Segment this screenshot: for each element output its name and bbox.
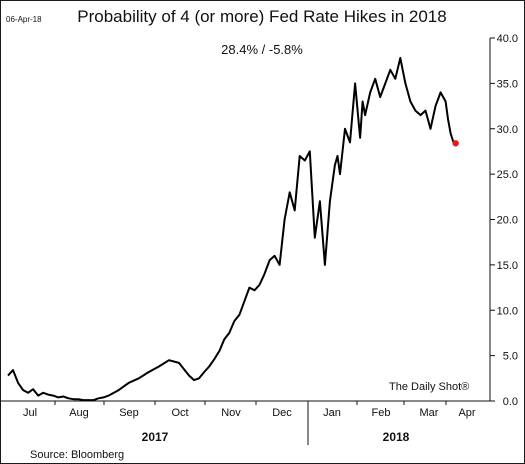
y-tick-label: 0.0 [503,396,518,408]
source-note: Source: Bloomberg [30,449,124,461]
x-month-label: Dec [272,407,292,419]
x-month-label: Apr [458,407,475,419]
x-axis-months: Jul Aug Sep Oct Nov Dec Jan Feb Mar Apr [0,401,476,419]
x-month-label: Sep [119,407,139,419]
y-tick-label: 15.0 [497,260,518,272]
y-tick-label: 25.0 [497,169,518,181]
y-axis-ticks: 0.0 5.0 10.0 15.0 20.0 25.0 30.0 35.0 40.0 [490,33,518,408]
x-month-label: Jul [23,407,37,419]
x-month-label: Mar [420,407,439,419]
x-year-label: 2018 [383,430,410,444]
x-month-label: Oct [171,407,188,419]
y-tick-label: 35.0 [497,78,518,90]
x-month-label: Feb [372,407,391,419]
y-tick-label: 5.0 [503,351,518,363]
y-tick-label: 40.0 [497,33,518,45]
date-label: 06-Apr-18 [6,15,42,24]
series-line [7,57,457,402]
chart-subtitle: 28.4% / -5.8% [221,42,303,57]
y-tick-label: 20.0 [497,215,518,227]
x-year-label: 2017 [142,430,169,444]
x-month-label: Aug [69,407,89,419]
x-month-label: Nov [221,407,241,419]
chart-title: Probability of 4 (or more) Fed Rate Hike… [77,7,446,26]
watermark: The Daily Shot® [389,381,469,393]
x-axis-years: 2017 2018 [142,430,410,444]
x-month-label: Jan [323,407,341,419]
y-tick-label: 10.0 [497,305,518,317]
last-point-marker [452,140,459,147]
y-tick-label: 30.0 [497,124,518,136]
